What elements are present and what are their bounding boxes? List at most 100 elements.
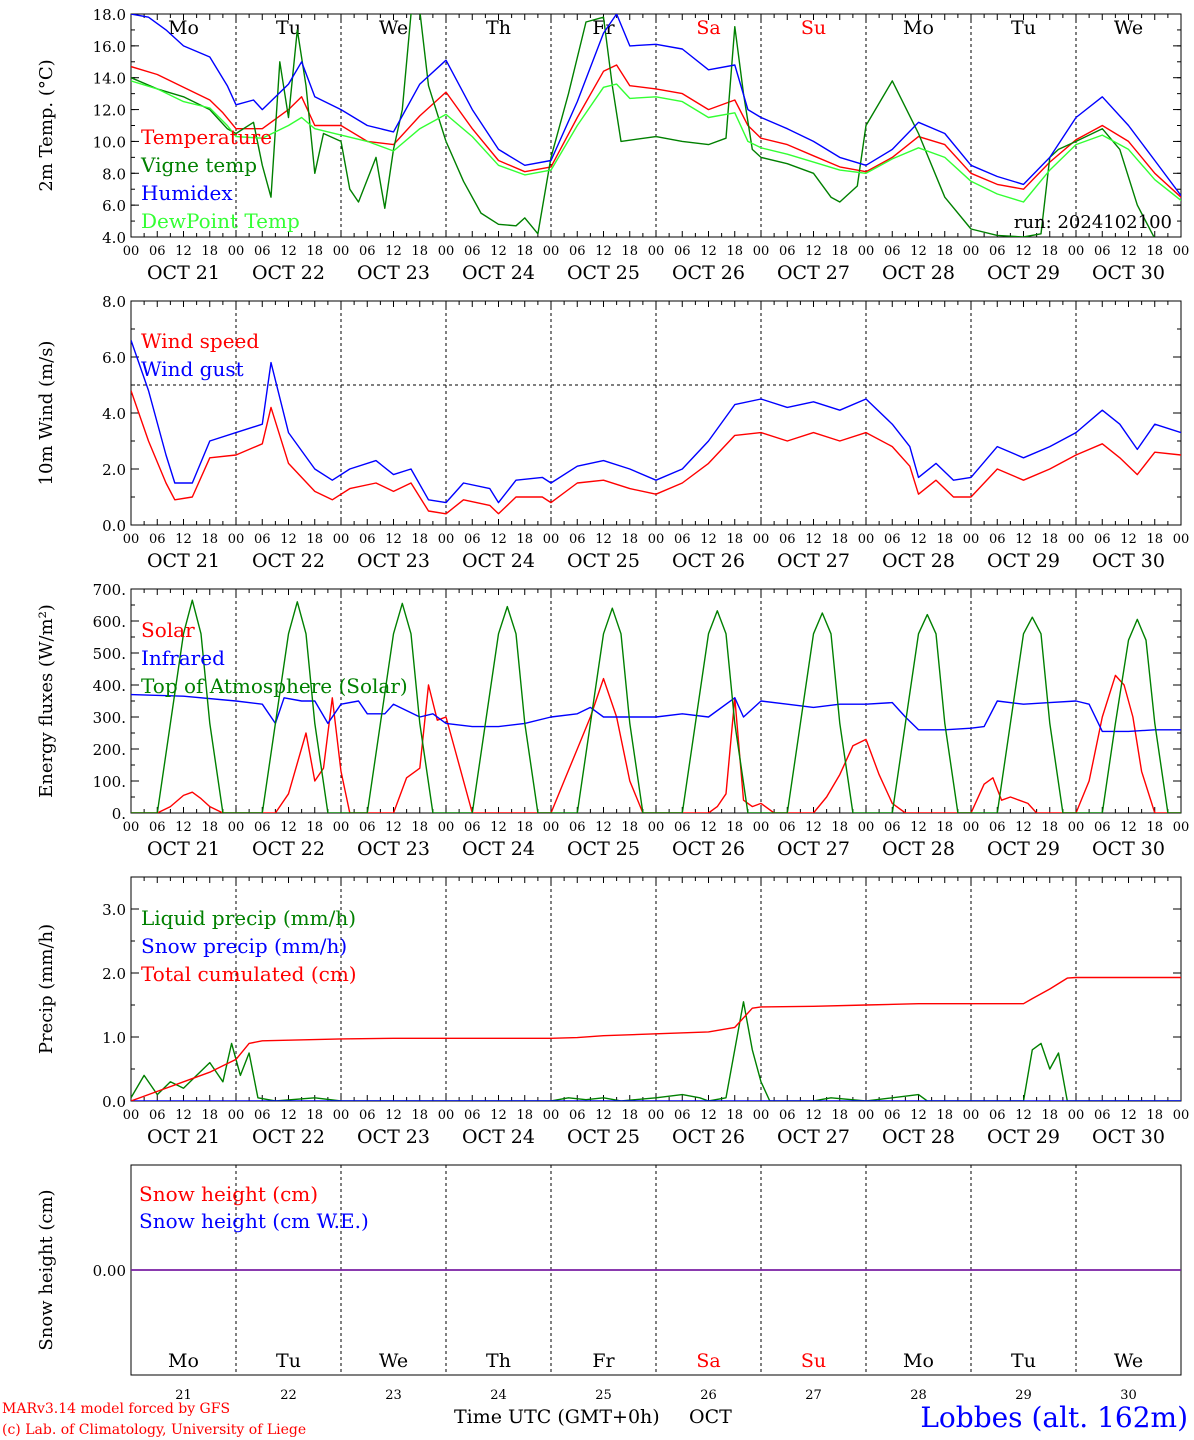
hour-tick-label: 00 (1173, 1108, 1190, 1123)
legend-entry: Vigne temp (140, 153, 257, 177)
y-tick-label: 0. (112, 805, 126, 823)
hour-tick-label: 12 (175, 820, 192, 835)
weekday-label: Su (801, 1350, 826, 1372)
date-label: OCT 30 (1092, 550, 1165, 572)
credit-lab: (c) Lab. of Climatology, University of L… (2, 1422, 306, 1438)
hour-tick-label: 00 (228, 1108, 245, 1123)
y-tick-label: 0.0 (102, 517, 126, 535)
series-line (131, 693, 1181, 733)
date-label: OCT 24 (462, 550, 535, 572)
panel-1: 4.0 6.0 8.0 10.0 12.0 14.0 16.0 18.0 2m Temp. (°… (36, 6, 1189, 284)
series-line (131, 390, 1181, 515)
legend-entry: Snow height (cm W.E.) (139, 1209, 369, 1233)
hour-tick-label: 06 (149, 244, 166, 259)
hour-tick-label: 06 (569, 532, 586, 547)
legend-entry: Humidex (141, 181, 233, 205)
y-tick-label: 600. (93, 613, 126, 631)
legend-entry: Top of Atmosphere (Solar) (141, 674, 408, 698)
credit-model: MARv3.14 model forced by GFS (2, 1401, 230, 1417)
hour-tick-label: 06 (1094, 820, 1111, 835)
y-tick-label: 8.0 (102, 165, 126, 183)
hour-tick-label: 18 (306, 244, 323, 259)
date-label: OCT 27 (777, 1126, 850, 1148)
hour-tick-label: 18 (831, 532, 848, 547)
date-label: OCT 21 (147, 1126, 220, 1148)
hour-tick-label: 06 (569, 1108, 586, 1123)
hour-tick-label: 00 (1173, 532, 1190, 547)
hour-tick-label: 12 (175, 532, 192, 547)
y-tick-label: 2.0 (102, 461, 126, 479)
hour-tick-label: 12 (280, 820, 297, 835)
hour-tick-label: 06 (1094, 244, 1111, 259)
hour-tick-label: 12 (1015, 244, 1032, 259)
hour-tick-label: 12 (175, 244, 192, 259)
y-axis-label: 10m Wind (m/s) (36, 341, 57, 486)
hour-tick-label: 06 (359, 820, 376, 835)
hour-tick-label: 06 (779, 1108, 796, 1123)
date-label: OCT 28 (882, 838, 955, 860)
weekday-label: Mo (903, 1350, 934, 1372)
hour-tick-label: 06 (464, 244, 481, 259)
y-axis-label: Energy fluxes (W/m²) (36, 604, 57, 798)
hour-tick-label: 12 (280, 1108, 297, 1123)
hour-tick-label: 00 (858, 244, 875, 259)
date-label: OCT 29 (987, 1126, 1060, 1148)
legend-entry: Wind speed (141, 329, 259, 353)
date-label: OCT 23 (357, 838, 430, 860)
hour-tick-label: 00 (963, 244, 980, 259)
date-label: OCT 22 (252, 1126, 325, 1148)
hour-tick-label: 00 (543, 244, 560, 259)
hour-tick-label: 06 (779, 532, 796, 547)
hour-tick-label: 12 (910, 820, 927, 835)
y-tick-label: 6.0 (102, 349, 126, 367)
hour-tick-label: 06 (464, 1108, 481, 1123)
hour-tick-label: 12 (595, 820, 612, 835)
hour-tick-label: 12 (385, 1108, 402, 1123)
hour-tick-label: 18 (831, 244, 848, 259)
date-label: OCT 27 (777, 838, 850, 860)
date-label: OCT 26 (672, 838, 745, 860)
hour-tick-label: 00 (543, 820, 560, 835)
y-tick-label: 8.0 (102, 293, 126, 311)
y-tick-label: 12.0 (93, 102, 126, 120)
weekday-label: We (1114, 1350, 1143, 1372)
date-label: OCT 29 (987, 838, 1060, 860)
hour-tick-label: 12 (490, 820, 507, 835)
hour-tick-label: 12 (1120, 532, 1137, 547)
weekday-label: We (379, 17, 408, 39)
hour-tick-label: 00 (648, 820, 665, 835)
series-line (131, 14, 1181, 197)
y-tick-label: 6.0 (102, 197, 126, 215)
weekday-label: Mo (903, 17, 934, 39)
weekday-label: Fr (592, 17, 615, 39)
hour-tick-label: 18 (726, 820, 743, 835)
hour-tick-label: 12 (700, 244, 717, 259)
hour-tick-label: 12 (910, 244, 927, 259)
date-label: OCT 30 (1092, 838, 1165, 860)
hour-tick-label: 18 (726, 1108, 743, 1123)
hour-tick-label: 18 (1041, 1108, 1058, 1123)
day-number: 27 (805, 1388, 822, 1403)
weekday-label: Sa (696, 1350, 720, 1372)
hour-tick-label: 00 (333, 244, 350, 259)
y-tick-label: 16.0 (93, 38, 126, 56)
hour-tick-label: 12 (595, 1108, 612, 1123)
weekday-label: Th (486, 17, 511, 39)
hour-tick-label: 18 (516, 532, 533, 547)
hour-tick-label: 12 (1015, 820, 1032, 835)
date-label: OCT 23 (357, 262, 430, 284)
legend-entry: Snow height (cm) (139, 1182, 318, 1206)
hour-tick-label: 00 (963, 1108, 980, 1123)
hour-tick-label: 18 (1146, 1108, 1163, 1123)
hour-tick-label: 12 (805, 820, 822, 835)
date-label: OCT 25 (567, 838, 640, 860)
series-line (131, 1001, 1181, 1101)
meteogram-panels: 4.0 6.0 8.0 10.0 12.0 14.0 16.0 18.0 2m Temp. (°… (36, 6, 1190, 1403)
y-tick-label: 1.0 (102, 1029, 126, 1047)
date-label: OCT 21 (147, 262, 220, 284)
hour-tick-label: 18 (516, 244, 533, 259)
legend-entry: DewPoint Temp (141, 209, 300, 233)
hour-tick-label: 18 (726, 244, 743, 259)
y-tick-label: 0.0 (102, 1093, 126, 1111)
panel-2: 0.0 2.0 4.0 6.0 8.0 10m Wind (m/s) 00 06 12 18 OCT… (36, 293, 1190, 572)
